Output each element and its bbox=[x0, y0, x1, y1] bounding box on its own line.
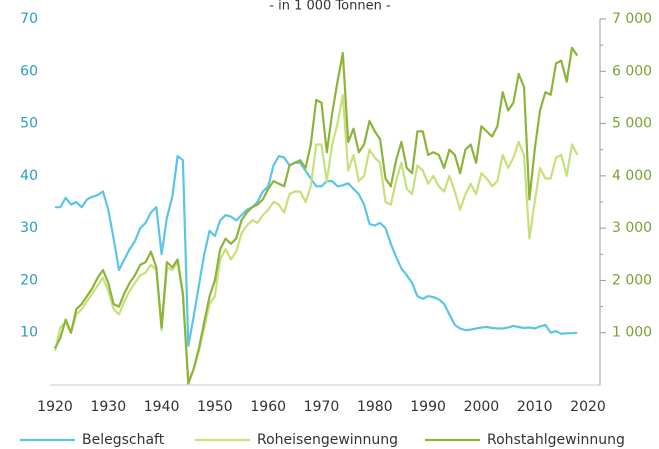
y-tick-label: 40 bbox=[20, 168, 38, 184]
line-series bbox=[54, 46, 579, 385]
x-tick-label: 2000 bbox=[464, 399, 500, 415]
y2-tick-label: 7 000 bbox=[612, 11, 652, 27]
y-tick-label: 70 bbox=[20, 11, 38, 27]
x-tick-label: 1920 bbox=[37, 399, 73, 415]
y2-tick-label: 3 000 bbox=[612, 220, 652, 236]
y-tick-label: 50 bbox=[20, 116, 38, 132]
chart-subtitle: - in 1 000 Tonnen - bbox=[269, 0, 391, 14]
x-tick-label: 1990 bbox=[410, 399, 446, 415]
x-tick-label: 1930 bbox=[90, 399, 126, 415]
x-tick-label: 1950 bbox=[197, 399, 233, 415]
y-tick-label: 60 bbox=[20, 63, 38, 79]
y-tick-label: 30 bbox=[20, 220, 38, 236]
legend-label: Roheisengewinnung bbox=[257, 432, 398, 448]
line-series bbox=[55, 154, 578, 347]
y-tick-label: 20 bbox=[20, 272, 38, 288]
y2-tick-label: 6 000 bbox=[612, 63, 652, 79]
x-tick-label: 2020 bbox=[570, 399, 606, 415]
x-tick-label: 1940 bbox=[144, 399, 180, 415]
x-tick-label: 1980 bbox=[357, 399, 393, 415]
y2-tick-label: 1 000 bbox=[612, 325, 652, 341]
line-series bbox=[53, 93, 579, 384]
x-tick-label: 1960 bbox=[250, 399, 286, 415]
legend-label: Rohstahlgewinnung bbox=[487, 432, 625, 448]
y-tick-label: 10 bbox=[20, 325, 38, 341]
y2-tick-label: 5 000 bbox=[612, 116, 652, 132]
y2-tick-label: 4 000 bbox=[612, 168, 652, 184]
x-tick-label: 1970 bbox=[304, 399, 340, 415]
legend-label: Belegschaft bbox=[82, 432, 165, 448]
y2-tick-label: 2 000 bbox=[612, 272, 652, 288]
x-tick-label: 2010 bbox=[517, 399, 553, 415]
